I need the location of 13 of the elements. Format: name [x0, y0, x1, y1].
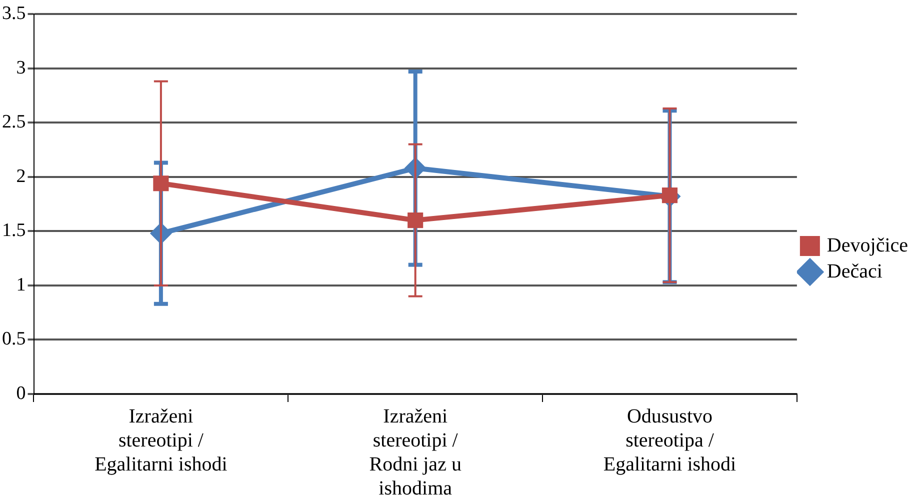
- y-tick-label: 0.5: [2, 328, 26, 350]
- x-tick-label: Izraženi stereotipi / Egalitarni ishodi: [94, 405, 228, 476]
- x-tick-label: Izraženi stereotipi / Rodni jaz u ishodima: [369, 405, 462, 500]
- y-tick-label: 1.5: [2, 220, 26, 242]
- y-tick-label: 2: [16, 166, 26, 187]
- y-tick-label: 2.5: [2, 112, 26, 133]
- y-tick-label: 1: [16, 274, 26, 296]
- legend-label: Dečaci: [826, 260, 883, 282]
- legend-label: Devojčice: [826, 234, 908, 256]
- y-tick-label: 3: [16, 57, 26, 78]
- y-tick-label: 3.5: [2, 2, 26, 24]
- y-tick-label: 0: [16, 382, 26, 404]
- x-tick-label: Odusustvo stereotipa / Egalitarni ishodi: [603, 405, 737, 476]
